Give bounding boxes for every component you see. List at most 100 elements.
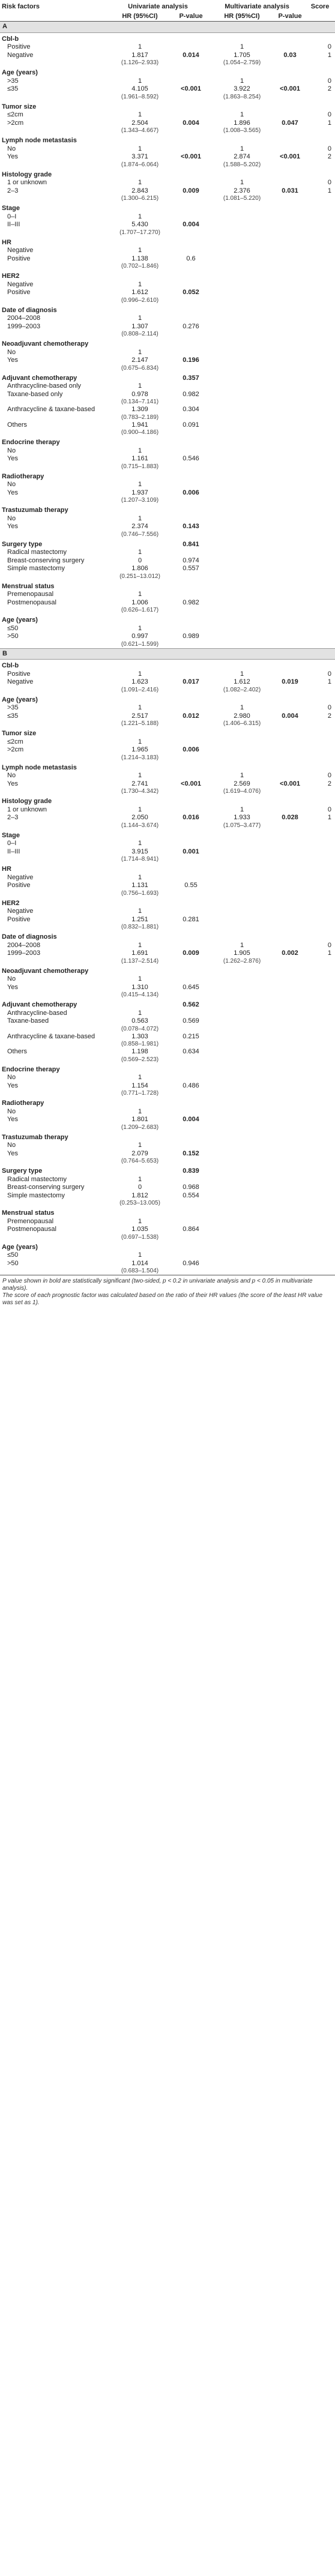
empty-cell	[209, 863, 275, 874]
level-row: >2cm 2.504 0.004 1.896 0.047 1	[0, 119, 335, 128]
empty-cell	[275, 890, 305, 897]
multivariate-p-value	[275, 591, 305, 599]
multivariate-hr	[209, 382, 275, 391]
level-row: Positive 1.138 0.6	[0, 255, 335, 263]
univariate-p-value	[173, 1176, 209, 1184]
empty-cell	[275, 641, 305, 649]
univariate-p-value: <0.001	[181, 780, 201, 787]
level-row: Anthracycline & taxane-based 1.309 0.304	[0, 406, 335, 414]
empty-cell	[275, 399, 305, 406]
level-label: No	[7, 975, 16, 983]
score-value	[305, 840, 335, 848]
multivariate-ci	[209, 429, 275, 436]
empty-cell	[305, 958, 335, 965]
factor-row: Surgery type 0.841	[0, 538, 335, 549]
score-value	[305, 481, 335, 489]
univariate-hr: 1	[137, 772, 142, 779]
multivariate-p-value	[275, 523, 305, 531]
empty-cell	[173, 229, 209, 236]
score-value	[305, 746, 335, 754]
univariate-hr: 1.138	[131, 254, 148, 262]
empty-cell	[305, 1124, 335, 1131]
multivariate-ci	[209, 1234, 275, 1241]
multivariate-p-value	[275, 43, 305, 52]
univariate-hr: 1.801	[131, 1116, 148, 1123]
empty-cell	[107, 965, 173, 976]
multivariate-hr	[209, 1074, 275, 1082]
empty-cell	[209, 372, 275, 383]
empty-cell	[107, 660, 173, 670]
univariate-ci: (0.253–13.005)	[119, 1200, 160, 1206]
multivariate-ci	[209, 229, 275, 236]
factor-row: Trastuzumab therapy	[0, 1131, 335, 1142]
level-row: Breast-conserving surgery 0 0.968	[0, 1184, 335, 1192]
univariate-p-value	[173, 145, 209, 154]
univariate-p-header: P-value	[173, 11, 210, 22]
univariate-hr: 1	[137, 1107, 142, 1115]
empty-cell	[107, 338, 173, 349]
score-value	[305, 323, 335, 331]
empty-cell	[275, 660, 305, 670]
univariate-ci: (0.415–4.134)	[121, 992, 159, 998]
empty-cell	[0, 414, 107, 421]
factor-p-value	[173, 32, 209, 43]
empty-cell	[107, 67, 173, 77]
ci-row: (0.900–4.186)	[0, 429, 335, 436]
empty-cell	[0, 94, 107, 101]
multivariate-ci	[209, 924, 275, 931]
level-label: 0–I	[7, 212, 17, 220]
multivariate-hr: 1.705	[234, 51, 250, 59]
ci-row: (1.137–2.514) (1.262–2.876)	[0, 958, 335, 965]
empty-cell	[305, 1241, 335, 1252]
univariate-hr: 1	[137, 549, 142, 556]
ci-row: (0.683–1.504)	[0, 1268, 335, 1275]
empty-cell	[173, 497, 209, 504]
level-row: Negative 1	[0, 907, 335, 916]
empty-cell	[0, 399, 107, 406]
score-value	[305, 489, 335, 498]
univariate-ci: (1.961–8.592)	[121, 93, 159, 100]
level-label: Anthracycline-based	[7, 1009, 67, 1017]
univariate-p-value: 0.091	[183, 421, 199, 429]
level-row: 2004–2008 1 1 0	[0, 942, 335, 950]
level-row: ≤35 4.105 <0.001 3.922 <0.001 2	[0, 85, 335, 94]
level-label: Positive	[7, 915, 31, 923]
empty-cell	[107, 931, 173, 942]
level-label: Anthracycline & taxane-based	[7, 1032, 95, 1040]
score-value	[305, 382, 335, 391]
empty-cell	[305, 1234, 335, 1241]
multivariate-p-value: 0.002	[282, 949, 298, 957]
score-value: 2	[327, 153, 332, 160]
multivariate-hr	[209, 1048, 275, 1056]
empty-cell	[0, 1268, 107, 1275]
univariate-p-value	[173, 43, 209, 52]
score-value	[305, 1251, 335, 1260]
empty-cell	[209, 931, 275, 942]
multivariate-hr: 1	[240, 77, 244, 85]
multivariate-ci: (1.082–2.402)	[223, 686, 261, 693]
factor-row: Radiotherapy	[0, 471, 335, 481]
multivariate-hr	[209, 840, 275, 848]
empty-cell	[0, 1056, 107, 1064]
univariate-hr: 1	[137, 975, 142, 983]
multivariate-p-value	[275, 874, 305, 882]
multivariate-hr: 1	[240, 704, 244, 711]
multivariate-p-value: 0.047	[282, 119, 298, 127]
multivariate-ci: (1.075–3.477)	[223, 822, 261, 829]
factor-name: Surgery type	[2, 1167, 43, 1175]
empty-cell	[173, 992, 209, 999]
factor-row: HER2	[0, 270, 335, 281]
ci-row: (1.209–2.683)	[0, 1124, 335, 1131]
empty-cell	[305, 263, 335, 270]
level-row: Yes 1.937 0.006	[0, 489, 335, 498]
factor-name: Trastuzumab therapy	[2, 507, 68, 514]
score-value	[305, 281, 335, 289]
multivariate-ci: (1.863–8.254)	[223, 93, 261, 100]
ci-row: (0.415–4.134)	[0, 992, 335, 999]
empty-cell	[209, 67, 275, 77]
univariate-ci: (0.621–1.599)	[121, 640, 159, 648]
factor-p-value	[173, 436, 209, 447]
level-label: Premenopausal	[7, 1217, 54, 1225]
empty-cell	[173, 1268, 209, 1275]
level-row: Yes 1.154 0.486	[0, 1082, 335, 1091]
